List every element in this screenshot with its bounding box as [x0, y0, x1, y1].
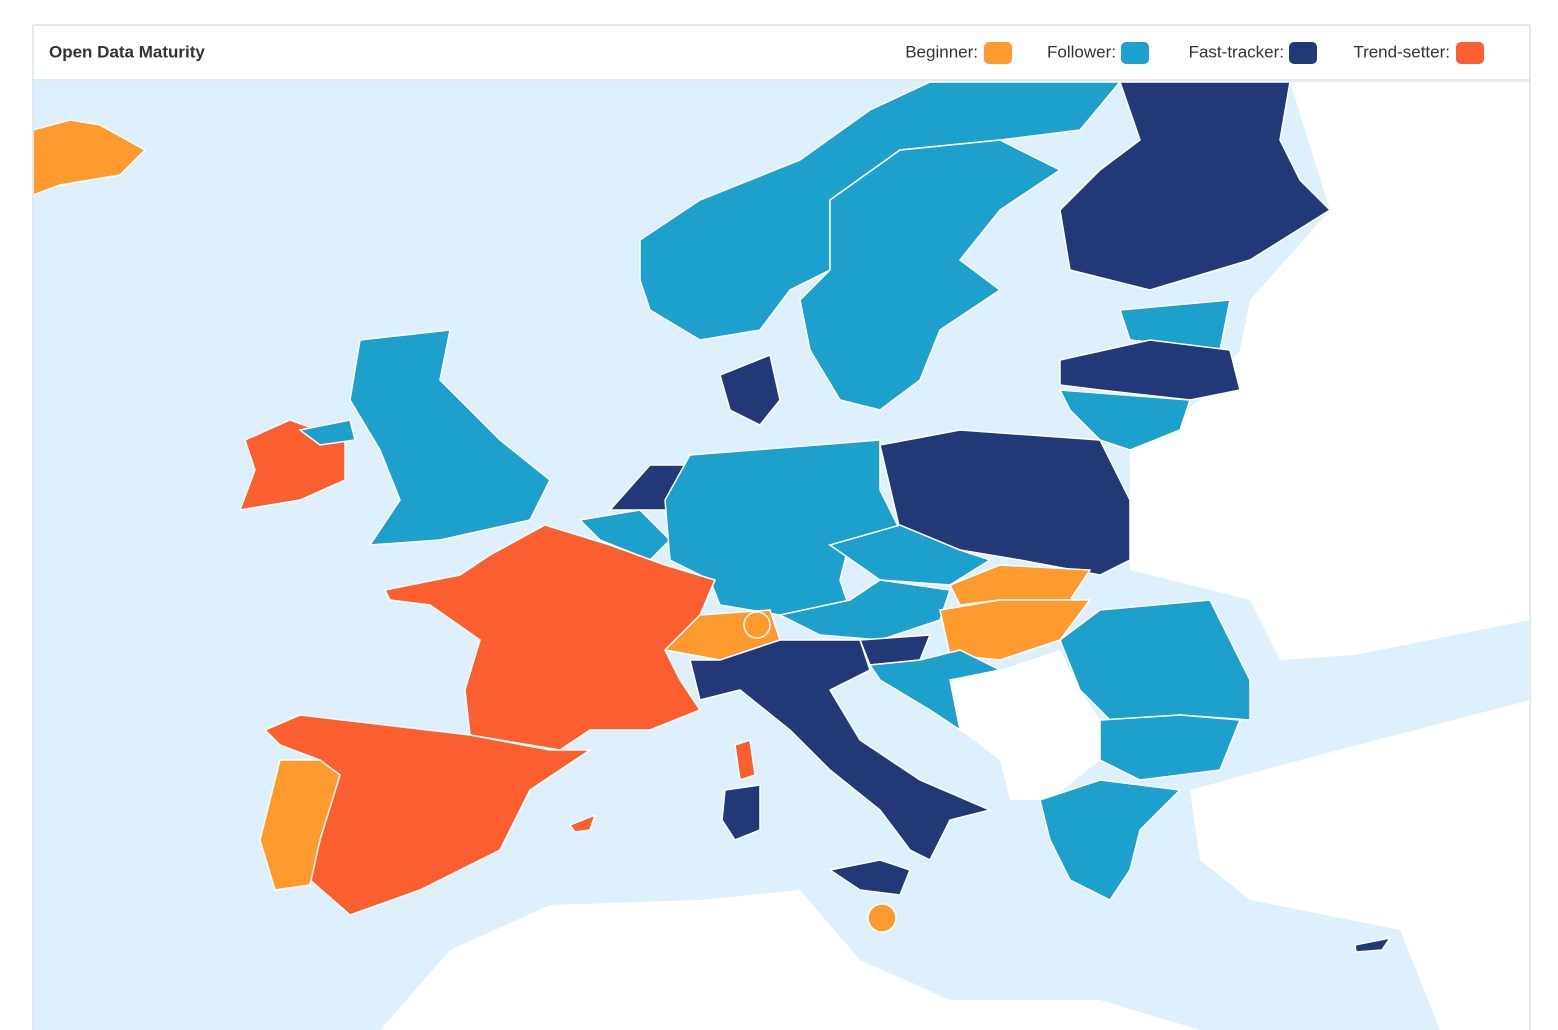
country: [828, 859, 911, 896]
country: [298, 419, 356, 446]
country: [1059, 599, 1251, 721]
country: [719, 353, 781, 426]
countries: [34, 81, 1392, 953]
country: [1059, 339, 1241, 401]
country-marker: [743, 611, 771, 639]
country: [578, 509, 672, 561]
legend-label: Beginner:: [905, 42, 978, 61]
country: [1059, 81, 1332, 291]
country: [777, 579, 951, 641]
country: [383, 524, 717, 751]
legend-label: Trend-setter:: [1353, 42, 1450, 61]
country: [349, 329, 551, 546]
legend-swatch: [1289, 42, 1317, 64]
legend: Beginner: Follower: Fast-tracker: Trend-…: [905, 42, 1484, 64]
country-marker: [867, 903, 897, 933]
legend-swatch: [1456, 42, 1484, 64]
country: [259, 759, 341, 891]
country: [721, 784, 761, 841]
title: Open Data Maturity: [49, 42, 205, 61]
land: [1130, 82, 1529, 700]
country: [568, 813, 597, 833]
legend-label: Follower:: [1047, 42, 1116, 61]
country: [868, 649, 1003, 732]
legend-swatch: [1121, 42, 1149, 64]
country: [1058, 389, 1192, 451]
land: [380, 890, 1200, 1030]
country: [34, 119, 147, 196]
map: [34, 81, 1529, 1030]
sea: [1260, 620, 1529, 750]
country: [799, 139, 1062, 411]
legend-label: Fast-tracker:: [1189, 42, 1284, 61]
country: [1099, 714, 1242, 781]
legend-swatch: [984, 42, 1012, 64]
country: [1039, 779, 1182, 901]
country: [734, 739, 756, 781]
country: [689, 639, 993, 862]
land: [1190, 700, 1529, 1030]
land: [920, 650, 1100, 800]
country: [1354, 936, 1392, 953]
